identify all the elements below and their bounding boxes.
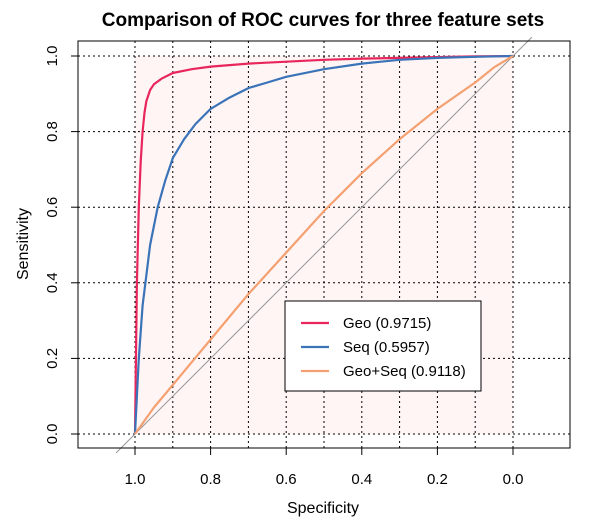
legend-label-0: Geo (0.9715) (343, 315, 431, 332)
chart-title: Comparison of ROC curves for three featu… (102, 10, 544, 31)
legend-label-2: Geo+Seq (0.9118) (343, 363, 466, 380)
series-line-0 (133, 54, 514, 435)
y-tick-label: 1.0 (44, 46, 61, 67)
x-tick-label: 0.8 (200, 471, 221, 488)
legend-box (284, 300, 482, 392)
x-tick-label: 0.6 (276, 471, 297, 488)
x-tick-label: 0.4 (351, 471, 372, 488)
series-line-1 (133, 54, 514, 435)
reference-diagonal (115, 36, 533, 454)
y-axis-label: Sensitivity (15, 208, 32, 280)
y-tick-label: 0.6 (44, 197, 61, 218)
x-tick-label: 0.0 (503, 471, 524, 488)
legend-label-1: Seq (0.5957) (343, 339, 430, 356)
y-tick-label: 0.8 (44, 121, 61, 142)
series-line-2 (134, 55, 514, 435)
x-tick-label: 0.2 (427, 471, 448, 488)
x-axis-label: Specificity (287, 500, 359, 517)
x-tick-label: 1.0 (125, 471, 146, 488)
y-tick-label: 0.2 (44, 348, 61, 369)
y-tick-label: 0.0 (44, 424, 61, 445)
plot-area: 1.0 0.8 0.6 0.4 0.2 0.0 0.0 0.2 0.4 0.6 0.8 1.0 (44, 36, 571, 488)
legend: Geo (0.9715) Seq (0.5957) Geo+Seq (0.9118) (284, 300, 482, 392)
y-tick-label: 0.4 (44, 272, 61, 293)
